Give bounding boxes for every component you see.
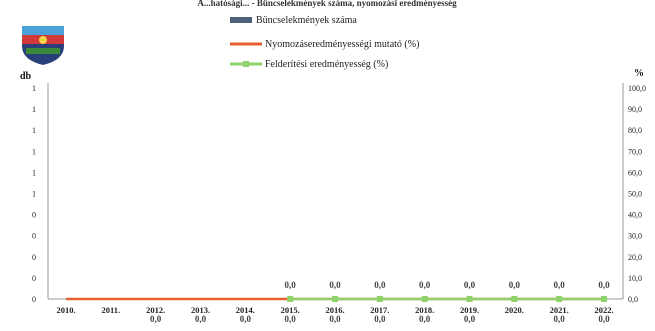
x-tick-label: 2020.: [505, 305, 524, 315]
detection-point: [421, 296, 428, 302]
data-label: 0,0: [419, 314, 431, 324]
legend-label-detection: Felderítési eredményesség (%): [265, 59, 388, 70]
right-tick-label: 100,0: [628, 84, 646, 93]
x-tick-label: 2018.: [415, 305, 434, 315]
data-label: 0,0: [554, 280, 566, 290]
x-tick-label: 2013.: [191, 305, 210, 315]
detection-point: [332, 296, 338, 302]
x-tick-label: 2021.: [550, 305, 569, 315]
data-labels-top: 0,0 0,0 0,0 0,0 0,0 0,0 0,0 0,0: [285, 280, 611, 290]
right-axis-ticks: 0,0 10,0 20,0 30,0 40,0 50,0 60,0 70,0 80,0 90,0 1…: [628, 84, 646, 304]
data-label: 0,0: [374, 314, 386, 324]
right-tick-label: 20,0: [628, 253, 642, 262]
x-tick-label: 2011.: [102, 305, 121, 315]
data-label: 0,0: [554, 314, 566, 324]
data-label: 0,0: [150, 314, 162, 324]
right-axis-unit: %: [634, 68, 644, 79]
detection-point: [376, 296, 383, 302]
detection-point: [287, 296, 294, 302]
x-tick-label: 2015.: [281, 305, 300, 315]
legend-item-investigation: Nyomozáseredményességi mutató (%): [230, 39, 419, 50]
x-axis-ticks: 2010. 2011. 2012. 2013. 2014. 2015. 2016. 2017.…: [56, 305, 613, 315]
detection-point: [466, 296, 473, 302]
left-tick-label: 1: [32, 190, 36, 199]
data-label: 0,0: [464, 280, 476, 290]
x-tick-label: 2012.: [146, 305, 165, 315]
right-tick-label: 80,0: [628, 126, 642, 135]
detection-point: [511, 296, 518, 302]
x-tick-label: 2016.: [325, 305, 344, 315]
data-label: 0,0: [329, 280, 341, 290]
left-tick-label: 0: [32, 232, 36, 241]
left-tick-label: 0: [32, 253, 36, 262]
data-label: 0,0: [598, 280, 610, 290]
page-title: Á...hatósági... - Bűncselekmények száma,…: [197, 0, 457, 8]
data-label: 0,0: [195, 314, 207, 324]
data-labels-bottom: 0,0 0,0 0,0 0,0 0,0 0,0 0,0 0,0 0,0 0,0: [150, 314, 610, 324]
left-axis-ticks: 0 0 0 0 0 1 1 1 1 1 1: [32, 84, 36, 304]
data-label: 0,0: [464, 314, 476, 324]
right-tick-label: 70,0: [628, 147, 642, 156]
left-tick-label: 1: [32, 126, 36, 135]
left-tick-label: 1: [32, 168, 36, 177]
legend-swatch-crimes: [230, 17, 252, 23]
left-tick-label: 0: [32, 211, 36, 220]
left-tick-label: 0: [32, 274, 36, 283]
x-tick-label: 2010.: [56, 305, 75, 315]
right-tick-label: 50,0: [628, 190, 642, 199]
left-tick-label: 1: [32, 147, 36, 156]
data-label: 0,0: [329, 314, 341, 324]
data-label: 0,0: [598, 314, 610, 324]
series-lines: [66, 296, 607, 302]
legend-label-investigation: Nyomozáseredményességi mutató (%): [265, 39, 419, 50]
right-tick-label: 40,0: [628, 211, 642, 220]
x-tick-label: 2017.: [370, 305, 389, 315]
right-tick-label: 60,0: [628, 168, 642, 177]
data-label: 0,0: [509, 280, 521, 290]
right-tick-label: 10,0: [628, 274, 642, 283]
x-tick-label: 2019.: [460, 305, 479, 315]
detection-point: [601, 296, 607, 302]
data-label: 0,0: [240, 314, 252, 324]
right-tick-label: 30,0: [628, 232, 642, 241]
legend-label-crimes: Bűncselekmények száma: [256, 15, 357, 26]
legend-item-detection: Felderítési eredményesség (%): [230, 59, 388, 70]
legend-marker-detection: [243, 61, 249, 67]
right-tick-label: 0,0: [628, 295, 638, 304]
left-tick-label: 1: [32, 105, 36, 114]
legend: Bűncselekmények száma Nyomozáseredményes…: [230, 15, 419, 70]
detection-point: [556, 296, 563, 302]
data-label: 0,0: [285, 314, 297, 324]
left-tick-label: 1: [32, 84, 36, 93]
data-label: 0,0: [374, 280, 386, 290]
x-tick-label: 2014.: [236, 305, 255, 315]
police-crest-icon: [22, 26, 64, 65]
legend-item-crimes: Bűncselekmények száma: [230, 15, 357, 26]
data-label: 0,0: [285, 280, 297, 290]
x-tick-label: 2022.: [594, 305, 613, 315]
left-tick-label: 0: [32, 295, 36, 304]
left-axis-unit: db: [20, 71, 32, 82]
right-tick-label: 90,0: [628, 105, 642, 114]
data-label: 0,0: [419, 280, 431, 290]
